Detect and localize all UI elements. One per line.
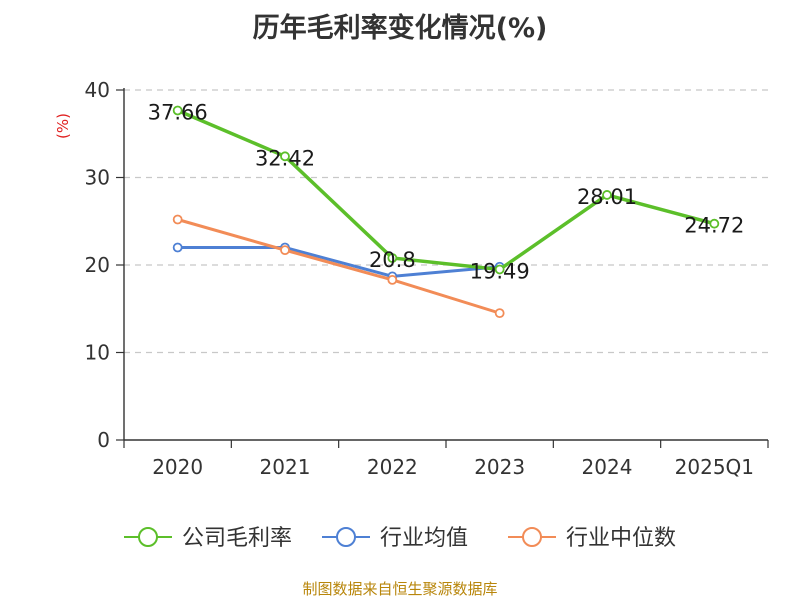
- data-point: [494, 308, 505, 319]
- data-label: 32.42: [255, 146, 315, 170]
- axes: 0 10 20 30 40 (%) 2020 2021 2022 2023 2024 2025Q1: [54, 78, 769, 479]
- data-label: 19.49: [470, 259, 530, 283]
- data-label: 37.66: [148, 100, 208, 124]
- data-label: 24.72: [684, 214, 744, 238]
- data-point: [387, 253, 398, 263]
- data-point: [172, 242, 183, 253]
- data-point: [709, 218, 720, 229]
- data-point: [602, 190, 612, 200]
- legend-label: 行业中位数: [566, 526, 676, 551]
- data-label: 20.8: [369, 248, 416, 272]
- legend-label: 公司毛利率: [182, 526, 292, 551]
- legend-marker: [522, 527, 542, 547]
- data-point: [280, 245, 290, 256]
- legend-item[interactable]: 行业均值: [322, 526, 468, 551]
- source-note: 制图数据来自恒生聚源数据库: [302, 580, 498, 598]
- x-tick-label: 2025Q1: [675, 455, 754, 479]
- data-label: 28.01: [577, 185, 637, 209]
- x-tick-label: 2021: [260, 455, 311, 479]
- y-tick-label: 40: [85, 78, 110, 102]
- legend-marker: [336, 527, 356, 547]
- x-tick-label: 2024: [582, 455, 633, 479]
- legend-label: 行业均值: [380, 526, 468, 551]
- chart-title: 历年毛利率变化情况(%): [252, 13, 548, 44]
- legend-item[interactable]: 行业中位数: [508, 526, 676, 551]
- legend[interactable]: 公司毛利率 行业均值 行业中位数: [124, 526, 676, 551]
- data-point: [280, 151, 290, 162]
- series-line: [176, 108, 715, 272]
- y-axis-label: (%): [54, 113, 72, 139]
- x-tick-label: 2023: [474, 455, 525, 479]
- legend-item[interactable]: 公司毛利率: [124, 526, 292, 551]
- y-tick-label: 10: [85, 341, 110, 365]
- series-line: [177, 218, 501, 315]
- data-point: [172, 105, 183, 116]
- data-labels: 37.66 32.42 20.8 19.49 28.01 24.72: [148, 100, 745, 283]
- x-tick-label: 2020: [152, 455, 203, 479]
- y-tick-label: 30: [85, 166, 110, 190]
- data-point: [494, 264, 505, 275]
- legend-marker: [138, 527, 158, 547]
- data-point: [387, 274, 398, 285]
- x-tick-label: 2022: [367, 455, 418, 479]
- series-line: [177, 246, 500, 278]
- data-point: [172, 214, 183, 225]
- y-tick-label: 20: [85, 253, 110, 277]
- series-lines: [172, 105, 720, 319]
- y-tick-label: 0: [97, 428, 110, 452]
